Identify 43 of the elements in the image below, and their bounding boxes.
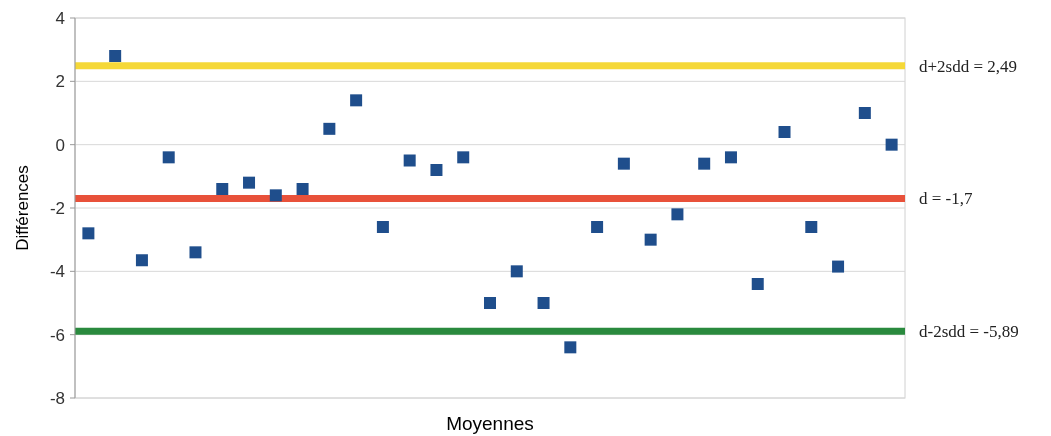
point — [832, 260, 845, 273]
point — [858, 107, 871, 119]
y-tick-label: -4 — [49, 262, 65, 282]
ref-line-label: d-2sdd = -5,89 — [919, 322, 1019, 342]
point — [698, 157, 711, 170]
y-tick-label: 0 — [55, 135, 65, 155]
point — [591, 221, 604, 233]
ref-line-label: d = -1,7 — [919, 189, 973, 209]
point — [778, 126, 791, 138]
point — [243, 176, 256, 189]
point — [350, 94, 363, 107]
point — [805, 221, 818, 233]
point — [644, 233, 657, 246]
y-tick-label: -6 — [49, 325, 65, 345]
point — [457, 151, 470, 164]
point — [430, 164, 443, 176]
point — [617, 157, 630, 170]
point — [162, 151, 175, 164]
y-tick-label: 2 — [55, 72, 65, 92]
point — [109, 50, 122, 62]
point — [189, 246, 202, 259]
point — [751, 278, 764, 290]
y-axis-title: Différences — [13, 165, 32, 251]
point — [885, 138, 898, 151]
point — [269, 189, 282, 202]
y-tick-label: 4 — [55, 8, 65, 28]
point — [376, 221, 389, 233]
point — [671, 208, 684, 221]
point — [724, 151, 737, 164]
point — [82, 227, 95, 240]
y-tick-label: -2 — [49, 198, 65, 218]
point — [216, 183, 229, 195]
point — [403, 154, 416, 167]
point — [484, 297, 496, 309]
point — [510, 265, 523, 278]
point — [564, 341, 577, 354]
ref-line-label: d+2sdd = 2,49 — [919, 56, 1018, 76]
point — [537, 297, 550, 309]
point — [135, 254, 148, 267]
y-tick-label: -8 — [49, 388, 65, 408]
x-axis-title: Moyennes — [446, 413, 534, 434]
point — [296, 183, 309, 195]
point — [323, 122, 336, 135]
